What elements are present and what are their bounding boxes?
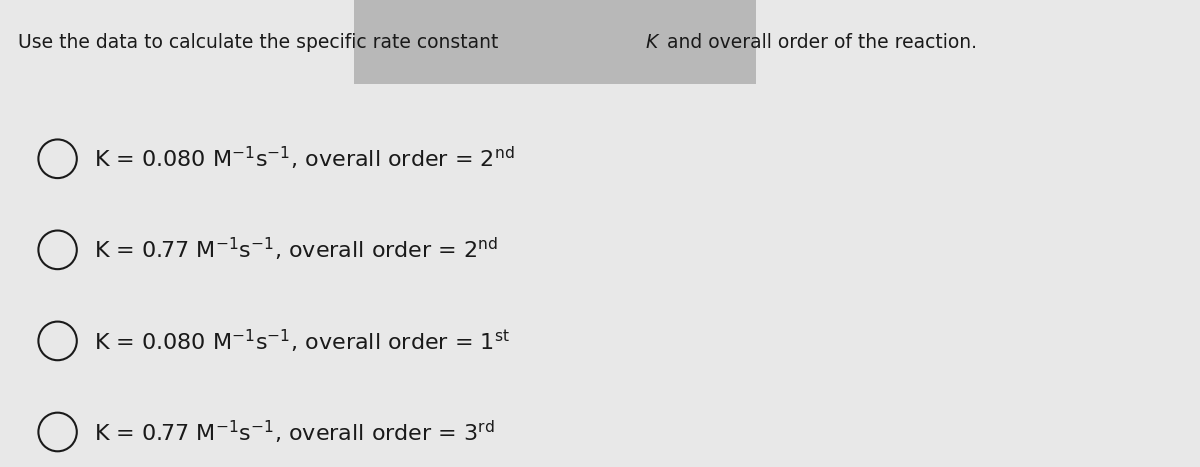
- Text: Use the data to calculate the specific rate constant: Use the data to calculate the specific r…: [18, 33, 504, 51]
- Text: K = 0.080 M$^{-1}$s$^{-1}$, overall order = 2$^{\mathrm{nd}}$: K = 0.080 M$^{-1}$s$^{-1}$, overall orde…: [94, 145, 514, 172]
- Text: K = 0.77 M$^{-1}$s$^{-1}$, overall order = 2$^{\mathrm{nd}}$: K = 0.77 M$^{-1}$s$^{-1}$, overall order…: [94, 236, 498, 263]
- Text: K = 0.77 M$^{-1}$s$^{-1}$, overall order = 3$^{\mathrm{rd}}$: K = 0.77 M$^{-1}$s$^{-1}$, overall order…: [94, 418, 494, 446]
- Text: K = 0.080 M$^{-1}$s$^{-1}$, overall order = 1$^{\mathrm{st}}$: K = 0.080 M$^{-1}$s$^{-1}$, overall orde…: [94, 327, 510, 354]
- Text: and overall order of the reaction.: and overall order of the reaction.: [661, 33, 977, 51]
- FancyBboxPatch shape: [354, 0, 756, 84]
- Text: K: K: [646, 33, 658, 51]
